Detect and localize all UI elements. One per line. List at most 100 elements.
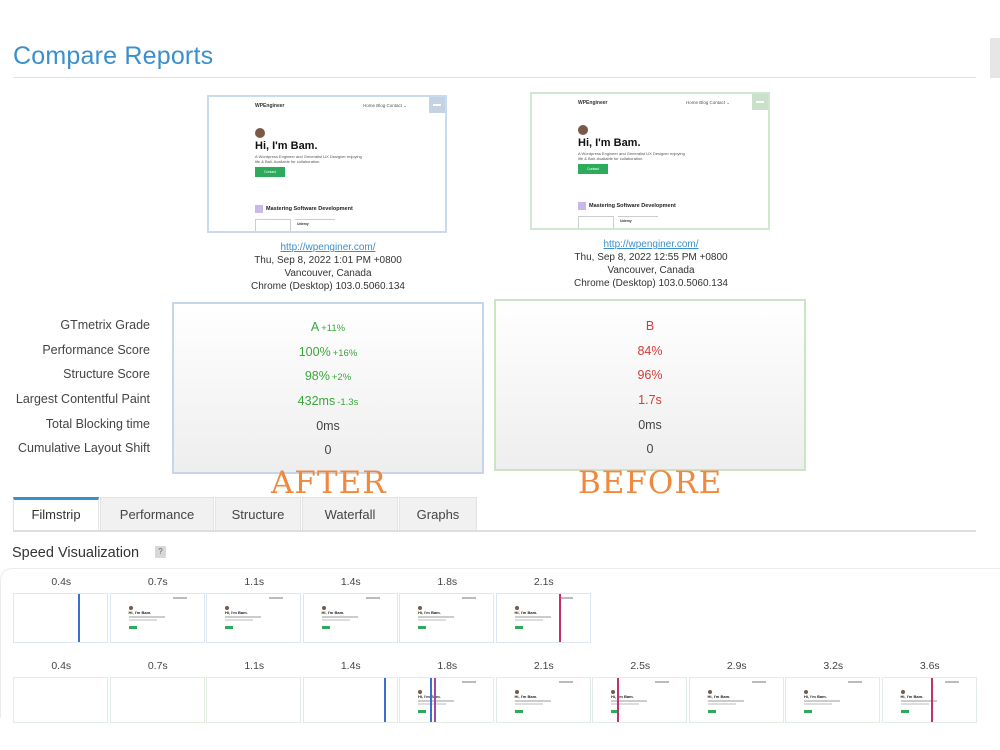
mini-heading: Hi, I'm Bam. bbox=[804, 694, 827, 699]
minus-icon bbox=[429, 97, 445, 113]
thumb-course-title: Mastering Software Development bbox=[266, 206, 353, 212]
film-frame: 0.7s Hi, I'm Bam. bbox=[109, 576, 207, 643]
timing-marker bbox=[430, 678, 432, 722]
frame-screenshot[interactable] bbox=[109, 677, 205, 723]
frame-screenshot[interactable] bbox=[13, 593, 108, 643]
frame-screenshot[interactable]: Hi, I'm Bam. bbox=[206, 593, 301, 643]
before-label: BEFORE bbox=[578, 465, 723, 501]
mini-text bbox=[514, 616, 551, 618]
minus-icon bbox=[752, 94, 768, 110]
report-location: Vancouver, Canada bbox=[607, 265, 695, 276]
thumb-card bbox=[255, 219, 291, 231]
mini-text bbox=[128, 616, 165, 618]
mini-nav bbox=[462, 681, 476, 683]
help-icon[interactable]: ? bbox=[155, 546, 166, 558]
frame-screenshot[interactable]: Hi, I'm Bam. bbox=[592, 677, 687, 723]
thumb-heading: Hi, I'm Bam. bbox=[578, 137, 641, 149]
tab-filmstrip[interactable]: Filmstrip bbox=[13, 497, 99, 531]
mini-nav bbox=[944, 681, 959, 683]
report-url-link[interactable]: http://wpenginer.com/ bbox=[280, 242, 376, 253]
mini-heading: Hi, I'm Bam. bbox=[611, 694, 634, 699]
frame-time: 1.8s bbox=[437, 576, 458, 588]
frame-screenshot[interactable]: Hi, I'm Bam. bbox=[302, 593, 398, 643]
avatar bbox=[418, 606, 422, 610]
film-frame: 3.6s Hi, I'm Bam. bbox=[881, 660, 979, 723]
film-frame: 3.2s Hi, I'm Bam. bbox=[785, 660, 882, 723]
thumb-heading: Hi, I'm Bam. bbox=[255, 140, 318, 152]
mini-text bbox=[707, 700, 744, 702]
avatar bbox=[225, 606, 229, 610]
mini-nav bbox=[462, 597, 476, 599]
avatar bbox=[321, 606, 326, 610]
metric-delta: +16% bbox=[332, 347, 358, 359]
report-url-link[interactable]: http://wpenginer.com/ bbox=[603, 239, 699, 250]
frame-screenshot[interactable]: Hi, I'm Bam. bbox=[495, 677, 591, 723]
tab-structure[interactable]: Structure bbox=[215, 497, 301, 531]
report-thumbnail-after[interactable]: WPEngineer Home Blog Contact ⌄ Hi, I'm B… bbox=[207, 95, 447, 233]
report-location: Vancouver, Canada bbox=[284, 268, 372, 279]
report-tabs: Filmstrip Performance Structure Waterfal… bbox=[13, 497, 478, 531]
after-label: AFTER bbox=[271, 465, 387, 501]
mini-button bbox=[900, 710, 909, 713]
frame-screenshot[interactable]: Hi, I'm Bam. bbox=[399, 593, 494, 643]
mini-button bbox=[514, 626, 523, 629]
mini-heading: Hi, I'm Bam. bbox=[225, 610, 248, 615]
mini-heading: Hi, I'm Bam. bbox=[707, 694, 731, 699]
mini-heading: Hi, I'm Bam. bbox=[321, 610, 345, 615]
thumb-subtitle: A Wordpress Engineer and Generalist UX D… bbox=[578, 151, 685, 161]
film-frame: 1.1s bbox=[206, 660, 303, 723]
frame-screenshot[interactable]: Hi, I'm Bam. bbox=[688, 677, 784, 723]
mini-text bbox=[418, 700, 454, 702]
film-frame: 0.4s bbox=[13, 576, 110, 643]
scrollbar[interactable] bbox=[990, 38, 1000, 78]
film-frame: 2.9s Hi, I'm Bam. bbox=[688, 660, 786, 723]
report-thumbnail-before[interactable]: WPEngineer Home Blog Contact ⌄ Hi, I'm B… bbox=[530, 92, 770, 230]
metric-labels: GTmetrix Grade Performance Score Structu… bbox=[16, 318, 150, 466]
metric-value-lcp: 1.7s bbox=[638, 393, 662, 408]
avatar bbox=[514, 690, 519, 694]
mini-text bbox=[804, 700, 840, 702]
mini-nav bbox=[558, 597, 573, 599]
mini-nav bbox=[655, 681, 669, 683]
metric-label-gtmetrix-grade: GTmetrix Grade bbox=[60, 318, 150, 332]
mini-nav bbox=[365, 597, 380, 599]
film-frame: 1.4s Hi, I'm Bam. bbox=[302, 576, 400, 643]
timing-marker bbox=[78, 594, 80, 642]
film-frame: 1.1s Hi, I'm Bam. bbox=[206, 576, 303, 643]
frame-screenshot[interactable]: Hi, I'm Bam. bbox=[109, 593, 205, 643]
avatar bbox=[418, 690, 422, 694]
thumb-card bbox=[578, 216, 614, 228]
metric-label-performance-score: Performance Score bbox=[42, 342, 150, 357]
avatar bbox=[128, 606, 133, 610]
timing-marker bbox=[930, 678, 933, 722]
mini-text bbox=[611, 703, 639, 705]
mini-button bbox=[804, 710, 812, 713]
metric-value-lcp: 432ms -1.3s bbox=[297, 394, 359, 409]
timing-marker bbox=[434, 678, 436, 722]
frame-screenshot[interactable]: Hi, I'm Bam. bbox=[495, 593, 591, 643]
mini-heading: Hi, I'm Bam. bbox=[128, 610, 152, 615]
mini-heading: Hi, I'm Bam. bbox=[514, 694, 538, 699]
frame-screenshot[interactable]: Hi, I'm Bam. bbox=[399, 677, 494, 723]
mini-nav bbox=[172, 597, 187, 599]
frame-screenshot[interactable]: Hi, I'm Bam. bbox=[785, 677, 880, 723]
tabs-divider bbox=[13, 530, 976, 532]
tab-performance[interactable]: Performance bbox=[100, 497, 214, 531]
film-frame: 2.1s Hi, I'm Bam. bbox=[495, 576, 593, 643]
mini-nav bbox=[558, 681, 573, 683]
tab-graphs[interactable]: Graphs bbox=[399, 497, 477, 531]
tab-waterfall[interactable]: Waterfall bbox=[302, 497, 398, 531]
frame-screenshot[interactable] bbox=[13, 677, 108, 723]
frame-screenshot[interactable] bbox=[206, 677, 301, 723]
timing-marker bbox=[383, 678, 386, 722]
speed-visualization-panel bbox=[0, 568, 1000, 718]
filmstrip-before: 0.4s 0.7s 1.1s 1.4s 1.8s Hi, I'm Bam. 2.… bbox=[13, 660, 978, 723]
avatar bbox=[611, 690, 615, 694]
frame-screenshot[interactable]: Hi, I'm Bam. bbox=[881, 677, 977, 723]
frame-screenshot[interactable] bbox=[302, 677, 398, 723]
page-title: Compare Reports bbox=[13, 42, 214, 70]
mini-button bbox=[707, 710, 716, 713]
mini-nav bbox=[751, 681, 766, 683]
frame-time: 2.1s bbox=[533, 576, 554, 588]
film-frame: 1.8s Hi, I'm Bam. bbox=[399, 660, 496, 723]
